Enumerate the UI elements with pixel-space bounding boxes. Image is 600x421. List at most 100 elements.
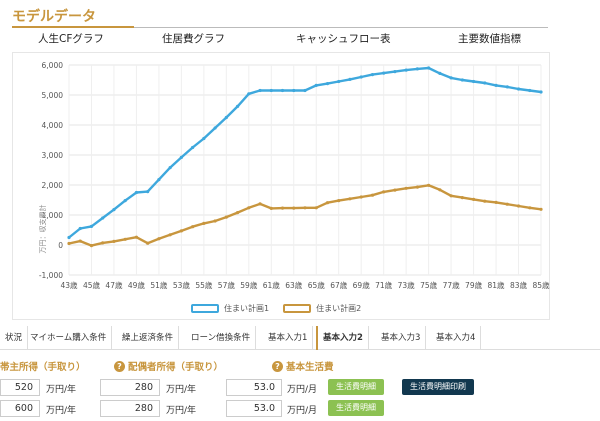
y-tick-label: 4,000 — [42, 121, 64, 130]
x-tick-label: 83歳 — [510, 280, 528, 290]
x-tick-label: 61歳 — [263, 280, 281, 290]
legend-item-plan2[interactable]: 住まい計画2 — [283, 303, 361, 314]
tab-home-purchase-conditions[interactable]: マイホーム購入条件 — [25, 326, 113, 350]
living-cost-text: 基本生活費 — [286, 362, 334, 373]
data-point-plan2 — [438, 188, 442, 192]
data-point-plan1 — [449, 76, 453, 80]
data-point-plan1 — [280, 88, 285, 93]
data-point-plan2 — [325, 201, 330, 205]
x-tick-label: 51歳 — [150, 280, 168, 290]
data-point-plan1 — [146, 190, 150, 194]
spouse-income-unit-2: 万円/年 — [166, 406, 197, 416]
legend-label-plan2: 住まい計画2 — [316, 303, 362, 313]
tab-housing-cost-graph[interactable]: 住居費グラフ — [162, 33, 225, 45]
y-axis-label: 万円：収支累計 — [39, 204, 47, 254]
living-cost-detail-button-2[interactable]: 生活費明細 — [328, 400, 384, 416]
y-tick-label: 6,000 — [42, 61, 64, 70]
data-point-plan2 — [460, 196, 464, 200]
data-point-plan2 — [235, 211, 240, 215]
y-tick-label: 2,000 — [42, 181, 64, 190]
y-tick-label: 3,000 — [42, 151, 64, 160]
x-tick-label: 65歳 — [308, 280, 326, 290]
living-cost-input-1[interactable]: 53.0 — [226, 379, 282, 396]
data-point-plan2 — [123, 237, 127, 241]
head-income-input-1[interactable]: 520 — [0, 379, 40, 396]
head-income-input-2[interactable]: 600 — [0, 400, 40, 417]
living-cost-input-2[interactable]: 53.0 — [226, 400, 282, 417]
chart-legend: 住まい計画1 住まい計画2 — [191, 301, 375, 315]
section-title-underline — [12, 26, 134, 28]
data-point-plan1 — [494, 83, 498, 87]
y-tick-label: 1,000 — [42, 211, 64, 220]
x-tick-label: 85歳 — [532, 280, 550, 290]
data-point-plan2 — [202, 221, 206, 225]
help-icon[interactable]: ? — [114, 360, 125, 372]
x-tick-label: 47歳 — [105, 280, 123, 290]
label-head-income: 帯主所得（手取り） — [0, 359, 86, 373]
data-point-plan2 — [89, 244, 94, 248]
tab-cash-flow-table[interactable]: キャッシュフロー表 — [296, 33, 391, 45]
tab-basic-input-3[interactable]: 基本入力3 — [376, 326, 427, 350]
legend-item-plan1[interactable]: 住まい計画1 — [191, 303, 269, 314]
life-cf-chart: -1,000 0 1,000 2,000 3,000 4,000 5,000 6,000 43歳… — [12, 52, 550, 320]
tab-basic-input-2[interactable]: 基本入力2 — [316, 326, 369, 350]
living-cost-unit-1: 万円/月 — [287, 385, 318, 395]
data-point-plan2 — [280, 206, 285, 210]
data-point-plan1 — [202, 136, 206, 141]
legend-label-plan1: 住まい計画1 — [224, 303, 270, 313]
x-tick-label: 79歳 — [465, 280, 483, 290]
data-point-plan2 — [483, 199, 487, 203]
data-point-plan1 — [224, 115, 228, 120]
tab-loan-refinance-conditions[interactable]: ローン借換条件 — [186, 326, 257, 350]
tab-life-cf-graph[interactable]: 人生CFグラフ — [38, 33, 104, 45]
data-point-plan2 — [505, 202, 509, 206]
data-point-plan1 — [89, 224, 94, 228]
data-point-plan1 — [247, 92, 251, 96]
data-point-plan1 — [359, 75, 363, 79]
series-line-plan1 — [68, 66, 542, 239]
x-tick-label: 43歳 — [60, 280, 78, 290]
data-point-plan1 — [235, 104, 240, 108]
data-point-plan1 — [528, 88, 532, 93]
data-point-plan1 — [101, 216, 105, 220]
data-point-plan1 — [382, 71, 386, 75]
data-point-plan1 — [325, 82, 330, 86]
data-point-plan1 — [213, 126, 217, 130]
x-tick-label: 69歳 — [353, 280, 371, 290]
data-point-plan1 — [112, 208, 116, 212]
x-tick-label: 55歳 — [195, 280, 213, 290]
data-point-plan2 — [179, 229, 183, 233]
tab-key-indicators[interactable]: 主要数値指標 — [458, 33, 521, 45]
y-tick-label: 5,000 — [42, 91, 64, 100]
data-point-plan2 — [415, 185, 419, 189]
data-point-plan1 — [269, 88, 273, 93]
living-cost-detail-button-1[interactable]: 生活費明細 — [328, 379, 384, 395]
data-point-plan2 — [112, 239, 116, 243]
tab-basic-input-4[interactable]: 基本入力4 — [431, 326, 482, 350]
tab-basic-input-1[interactable]: 基本入力1 — [263, 326, 314, 350]
data-point-plan2 — [224, 215, 228, 219]
data-point-plan2 — [67, 241, 71, 246]
data-point-plan1 — [292, 88, 296, 93]
head-income-unit-2: 万円/年 — [46, 406, 77, 416]
data-point-plan1 — [314, 83, 318, 87]
data-point-plan2 — [404, 186, 408, 190]
data-point-plan1 — [539, 90, 543, 94]
tab-prepayment-conditions[interactable]: 繰上返済条件 — [117, 326, 180, 350]
section-title: モデルデータ — [12, 9, 96, 25]
data-point-plan2 — [146, 241, 150, 245]
data-point-plan1 — [134, 190, 139, 195]
help-icon[interactable]: ? — [272, 360, 283, 372]
tab-status[interactable]: 状況 — [0, 326, 29, 350]
x-tick-label: 73歳 — [398, 280, 416, 290]
data-point-plan2 — [427, 183, 431, 187]
data-point-plan2 — [78, 239, 82, 243]
data-point-plan1 — [337, 79, 341, 84]
spouse-income-input-1[interactable]: 280 — [100, 379, 160, 396]
x-tick-label: 77歳 — [443, 280, 461, 290]
spouse-income-input-2[interactable]: 280 — [100, 400, 160, 417]
data-point-plan2 — [314, 206, 318, 210]
data-point-plan2 — [101, 241, 105, 245]
living-cost-detail-print-button[interactable]: 生活費明細印刷 — [402, 379, 474, 395]
data-point-plan1 — [505, 85, 509, 89]
